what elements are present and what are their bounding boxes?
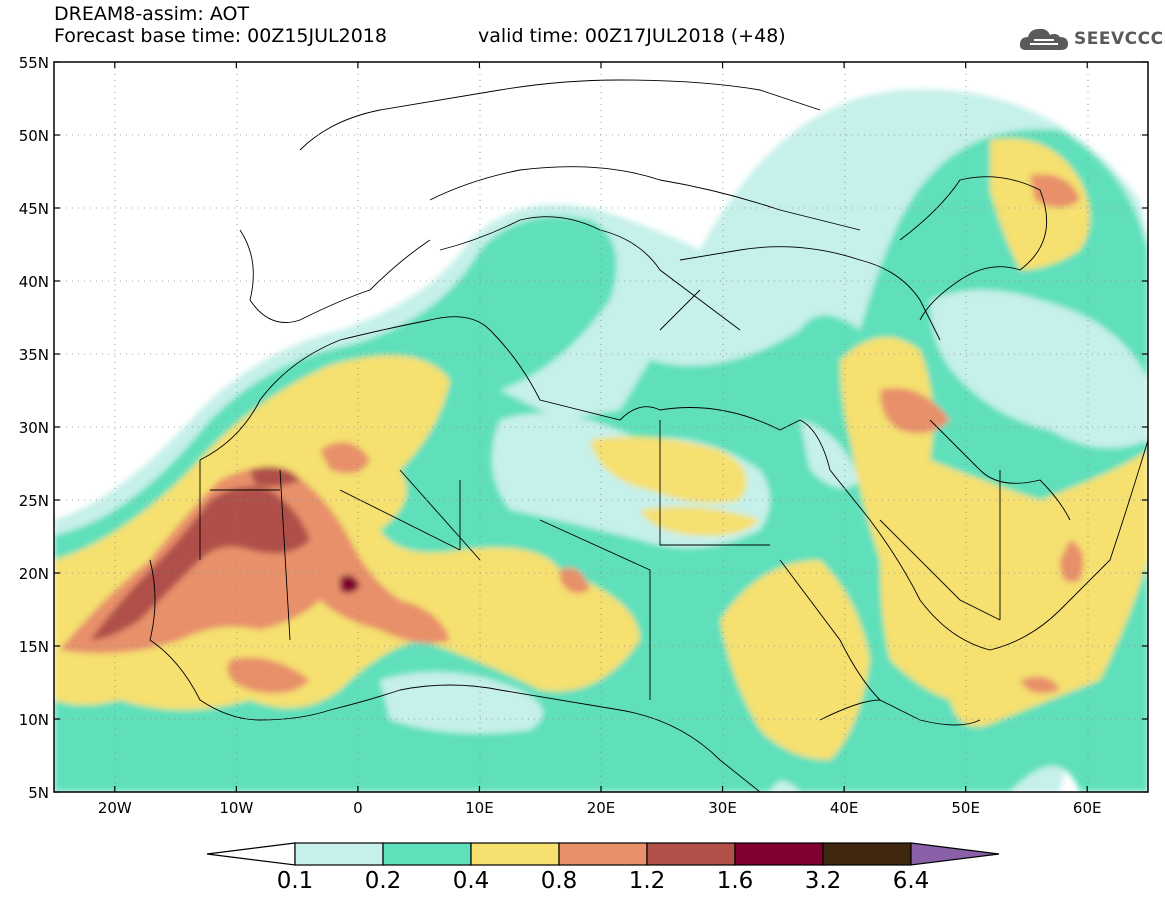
- lat-label: 10N: [19, 711, 49, 729]
- lon-label: 10E: [465, 799, 494, 817]
- lat-label: 20N: [19, 565, 49, 583]
- colorbar-swatch: [470, 842, 560, 866]
- colorbar-label: 0.4: [452, 868, 490, 894]
- map-title: DREAM8-assim: AOT: [54, 3, 250, 25]
- colorbar-over-arrow: [910, 842, 1000, 866]
- lon-label: 40E: [830, 799, 859, 817]
- logo-text: SEEVCCC: [1074, 29, 1164, 49]
- lat-label: 5N: [28, 784, 49, 802]
- aot-level-1.6: [340, 575, 360, 594]
- colorbar-swatch: [382, 842, 472, 866]
- lon-label: 20E: [587, 799, 616, 817]
- lat-label: 15N: [19, 638, 49, 656]
- lat-label: 35N: [19, 346, 49, 364]
- colorbar: [206, 842, 1000, 866]
- lat-label: 25N: [19, 492, 49, 510]
- forecast-times: Forecast base time: 00Z15JUL2018 valid ti…: [54, 25, 786, 47]
- lat-label: 30N: [19, 419, 49, 437]
- aot-level-1.2: [90, 486, 310, 640]
- lon-label: 30E: [708, 799, 737, 817]
- colorbar-label: 3.2: [804, 868, 842, 894]
- axis-ticks: [54, 61, 1148, 793]
- lat-label: 45N: [19, 200, 49, 218]
- borders: [149, 79, 1148, 792]
- lon-label: 0: [353, 799, 363, 817]
- latitude-labels: 55N 50N 45N 40N 35N 30N 25N 20N 15N 10N 5N: [19, 54, 49, 802]
- aot-field: [54, 62, 1148, 792]
- graticule: [54, 62, 1148, 792]
- cloud-logo-icon: [1019, 28, 1068, 50]
- lat-label: 55N: [19, 54, 49, 72]
- lat-label: 40N: [19, 273, 49, 291]
- colorbar-under-arrow: [206, 842, 296, 866]
- colorbar-label: 1.6: [716, 868, 754, 894]
- lon-label: 60E: [1073, 799, 1102, 817]
- lon-label: 20W: [98, 799, 132, 817]
- colorbar-label: 0.8: [540, 868, 578, 894]
- colorbar-swatch: [822, 842, 912, 866]
- aot-level-0.8: [60, 466, 450, 654]
- lon-label: 10W: [219, 799, 253, 817]
- valid-time: valid time: 00Z17JUL2018 (+48): [478, 25, 786, 47]
- lat-label: 50N: [19, 127, 49, 145]
- lon-label: 50E: [951, 799, 980, 817]
- base-time: Forecast base time: 00Z15JUL2018: [54, 25, 387, 47]
- colorbar-label: 0.1: [276, 868, 314, 894]
- colorbar-label: 6.4: [892, 868, 930, 894]
- colorbar-swatch: [734, 842, 824, 866]
- colorbar-label: 0.2: [364, 868, 402, 894]
- colorbar-swatch: [646, 842, 736, 866]
- colorbar-swatch: [558, 842, 648, 866]
- longitude-labels: 20W 10W 0 10E 20E 30E 40E 50E 60E: [98, 799, 1102, 817]
- colorbar-label: 1.2: [628, 868, 666, 894]
- colorbar-swatch: [294, 842, 384, 866]
